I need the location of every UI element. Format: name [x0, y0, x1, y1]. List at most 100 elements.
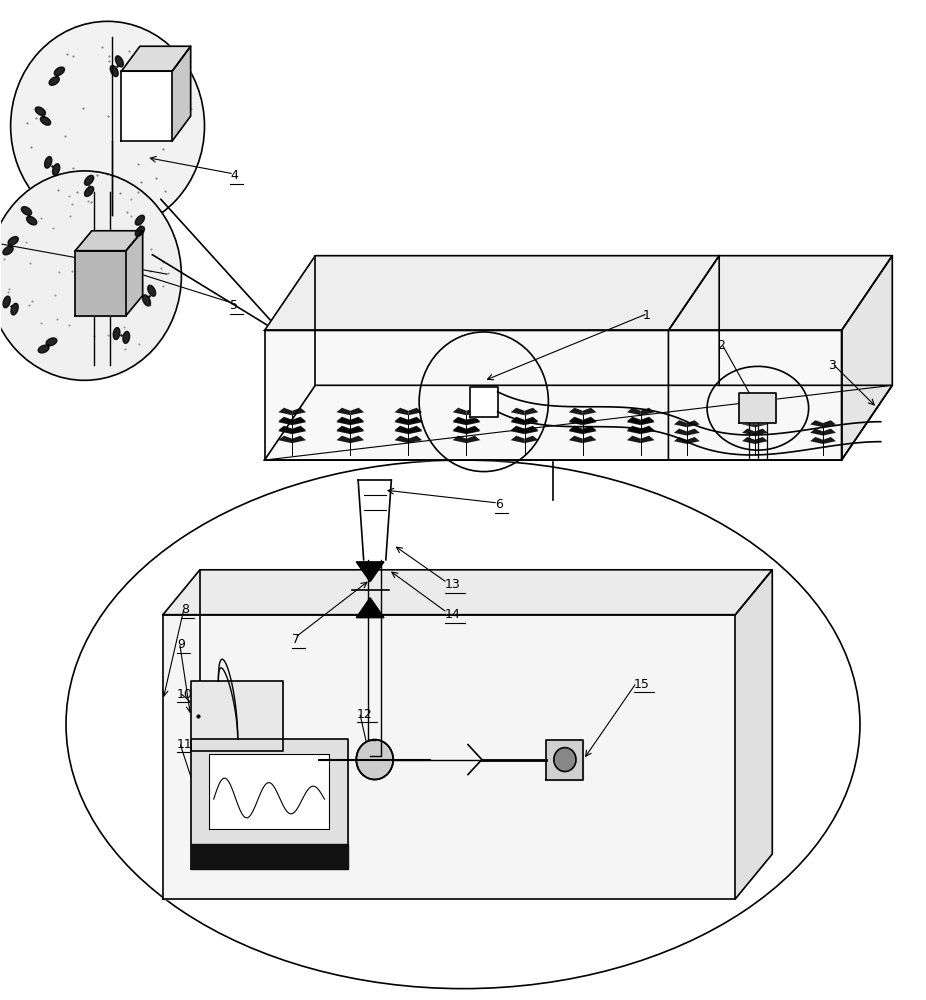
- Polygon shape: [569, 426, 582, 433]
- Text: 3: 3: [828, 359, 835, 372]
- Polygon shape: [110, 66, 119, 77]
- Polygon shape: [336, 426, 350, 433]
- Polygon shape: [569, 417, 582, 424]
- Polygon shape: [511, 417, 524, 424]
- Text: 4: 4: [231, 169, 238, 182]
- Polygon shape: [641, 418, 655, 425]
- Polygon shape: [511, 427, 524, 434]
- Polygon shape: [582, 426, 596, 433]
- Polygon shape: [191, 681, 283, 751]
- Polygon shape: [810, 429, 823, 436]
- Polygon shape: [469, 387, 497, 417]
- Polygon shape: [279, 408, 293, 415]
- Polygon shape: [35, 107, 45, 116]
- Polygon shape: [293, 426, 307, 433]
- Polygon shape: [453, 426, 467, 433]
- Polygon shape: [336, 417, 350, 424]
- Polygon shape: [265, 330, 842, 460]
- Circle shape: [0, 171, 181, 380]
- Polygon shape: [41, 117, 51, 125]
- Polygon shape: [336, 418, 350, 425]
- Polygon shape: [627, 418, 641, 425]
- Polygon shape: [582, 427, 596, 434]
- Polygon shape: [293, 427, 307, 434]
- Polygon shape: [279, 417, 293, 424]
- Polygon shape: [524, 427, 538, 434]
- Polygon shape: [739, 393, 776, 423]
- Polygon shape: [121, 71, 172, 141]
- Polygon shape: [116, 56, 123, 67]
- Polygon shape: [350, 426, 364, 433]
- Polygon shape: [467, 418, 481, 425]
- Polygon shape: [123, 331, 130, 343]
- Polygon shape: [755, 420, 768, 427]
- Polygon shape: [394, 408, 408, 415]
- Polygon shape: [336, 408, 350, 415]
- Polygon shape: [742, 437, 755, 444]
- Polygon shape: [336, 436, 350, 443]
- Polygon shape: [84, 175, 94, 185]
- Polygon shape: [453, 436, 467, 443]
- Polygon shape: [394, 427, 408, 434]
- Polygon shape: [336, 427, 350, 434]
- Polygon shape: [394, 418, 408, 425]
- Polygon shape: [453, 418, 467, 425]
- Text: 10: 10: [177, 688, 193, 701]
- Polygon shape: [823, 420, 836, 427]
- Polygon shape: [265, 385, 893, 460]
- Polygon shape: [279, 427, 293, 434]
- Polygon shape: [582, 418, 596, 425]
- Polygon shape: [357, 598, 384, 618]
- Polygon shape: [569, 408, 582, 415]
- Polygon shape: [350, 436, 364, 443]
- Circle shape: [554, 748, 576, 772]
- Polygon shape: [121, 46, 191, 71]
- Polygon shape: [467, 417, 481, 424]
- Polygon shape: [163, 615, 735, 899]
- Polygon shape: [627, 417, 641, 424]
- Polygon shape: [357, 562, 384, 582]
- Polygon shape: [3, 246, 13, 255]
- Polygon shape: [823, 437, 836, 444]
- Polygon shape: [38, 345, 49, 353]
- Polygon shape: [687, 420, 700, 427]
- Polygon shape: [569, 427, 582, 434]
- Polygon shape: [394, 426, 408, 433]
- Polygon shape: [755, 429, 768, 436]
- Polygon shape: [191, 739, 347, 869]
- Polygon shape: [293, 418, 307, 425]
- Polygon shape: [55, 67, 65, 76]
- Polygon shape: [569, 436, 582, 443]
- Polygon shape: [627, 426, 641, 433]
- Polygon shape: [674, 437, 687, 444]
- Text: 6: 6: [495, 498, 503, 511]
- Polygon shape: [11, 303, 19, 315]
- Text: 9: 9: [177, 638, 184, 651]
- Polygon shape: [641, 427, 655, 434]
- Polygon shape: [511, 418, 524, 425]
- Polygon shape: [265, 256, 893, 330]
- Polygon shape: [75, 231, 143, 251]
- Polygon shape: [8, 237, 19, 245]
- Text: 12: 12: [357, 708, 372, 721]
- Polygon shape: [113, 328, 119, 340]
- Polygon shape: [511, 408, 524, 415]
- Polygon shape: [394, 417, 408, 424]
- Polygon shape: [453, 427, 467, 434]
- Polygon shape: [582, 417, 596, 424]
- Text: 15: 15: [633, 678, 650, 691]
- Polygon shape: [350, 418, 364, 425]
- Polygon shape: [823, 429, 836, 436]
- Polygon shape: [84, 187, 94, 196]
- Polygon shape: [524, 426, 538, 433]
- Circle shape: [357, 740, 394, 780]
- Polygon shape: [546, 740, 583, 780]
- Text: 8: 8: [181, 603, 190, 616]
- Polygon shape: [148, 285, 156, 296]
- Polygon shape: [279, 436, 293, 443]
- Polygon shape: [524, 408, 538, 415]
- Polygon shape: [755, 437, 768, 444]
- Polygon shape: [687, 429, 700, 436]
- Polygon shape: [53, 164, 59, 175]
- Text: 11: 11: [177, 738, 193, 751]
